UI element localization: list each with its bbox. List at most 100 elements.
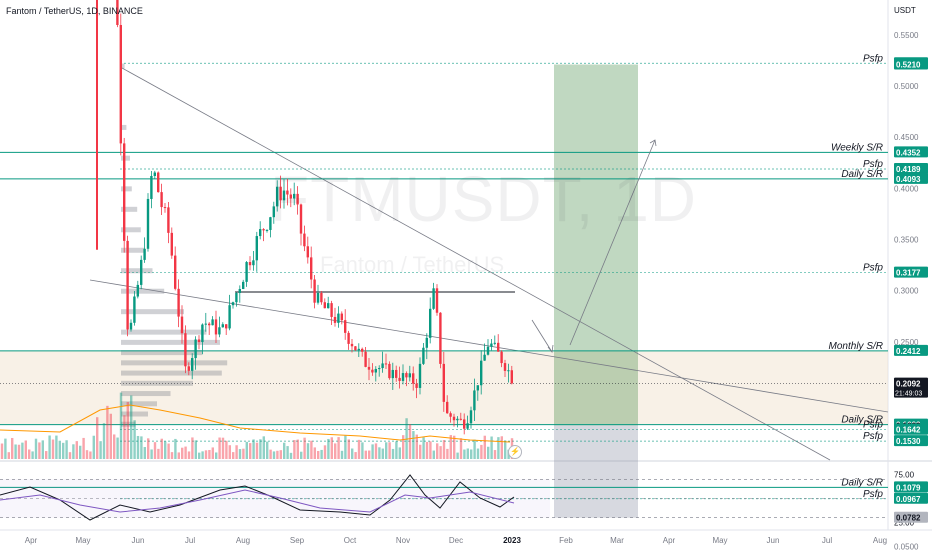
price-tick-label: 0.3000 [894, 287, 919, 296]
volume-bar [388, 442, 391, 459]
volume-profile-row [121, 186, 132, 192]
price-label-box [894, 492, 928, 504]
volume-bar [221, 437, 225, 459]
candle-body [371, 369, 374, 373]
candle-body [170, 232, 173, 256]
volume-bar [497, 437, 500, 459]
candle-body [412, 373, 415, 384]
candle-body [163, 207, 167, 209]
volume-bar [45, 451, 48, 459]
volume-bar [96, 417, 99, 459]
volume-bar [296, 439, 299, 459]
volume-bar [449, 435, 452, 459]
volume-bar [272, 451, 276, 459]
candle-body [289, 194, 292, 199]
volume-profile-row [121, 206, 138, 212]
watermark-name: Fantom / TetherUS [320, 252, 505, 277]
candle-body [337, 313, 340, 323]
volume-profile-row [121, 227, 141, 233]
volume-bar [153, 442, 157, 459]
volume-bar [211, 447, 214, 459]
rsi-line [0, 474, 515, 521]
volume-bar [306, 443, 310, 459]
candle-body [225, 324, 228, 329]
candle-body [350, 343, 354, 347]
volume-bar [429, 441, 432, 459]
volume-profile-row [121, 401, 157, 407]
candle-body [388, 363, 391, 379]
level-annotation: Psfp [863, 53, 883, 64]
candle-body [129, 322, 133, 330]
candle-body [456, 418, 459, 421]
volume-bar [106, 405, 109, 459]
price-label-box [894, 163, 928, 175]
candle-body [235, 293, 238, 303]
rsi-tick-label: 75.00 [894, 471, 915, 480]
volume-bar [65, 440, 68, 459]
volume-profile-row [121, 124, 127, 130]
volume-bar [487, 446, 490, 459]
volume-bar [38, 442, 41, 459]
candle-body [503, 363, 507, 371]
price-tick-label: 0.0500 [894, 543, 919, 550]
wedge-upper-trendline [121, 67, 831, 461]
candle-body [197, 339, 201, 343]
volume-bar [157, 448, 160, 459]
volume-bar [419, 444, 422, 459]
candle-body [180, 316, 184, 334]
volume-bar [286, 446, 289, 459]
chart-title: Fantom / TetherUS, 1D, BINANCE [6, 6, 143, 16]
price-label-text: 0.4093 [896, 175, 921, 184]
candle-body [187, 366, 190, 371]
candle-body [282, 190, 286, 201]
candle-body [408, 373, 411, 378]
volume-bar [99, 441, 102, 459]
volume-bar [415, 434, 418, 459]
price-label-box [894, 266, 928, 278]
time-axis-label: Jun [132, 536, 145, 545]
volume-bar [119, 392, 123, 459]
candle-body [269, 217, 272, 230]
volume-bar [303, 437, 306, 459]
volume-bars-group [0, 392, 514, 459]
candle-body [140, 259, 143, 285]
volume-bar [408, 424, 412, 459]
volume-bar [21, 442, 24, 459]
candle-body [442, 363, 445, 402]
volume-bar [442, 440, 446, 459]
candle-body [276, 186, 279, 207]
volume-bar [68, 452, 72, 459]
volume-bar [412, 431, 415, 459]
volume-bar [381, 448, 384, 459]
volume-bar [184, 446, 187, 459]
volume-bar [17, 444, 21, 459]
time-axis-label: Aug [236, 536, 250, 545]
candle-body [262, 229, 265, 231]
volume-bar [395, 441, 398, 459]
volume-bar [337, 437, 340, 459]
price-label-box [894, 172, 928, 184]
time-axis-label: Jun [767, 536, 780, 545]
candle-body [286, 190, 289, 195]
volume-bar [235, 445, 238, 459]
volume-bar [340, 450, 344, 459]
candle-body [310, 257, 313, 280]
watermark-symbol: FTMUSDT, 1D [270, 163, 697, 235]
volume-bar [225, 440, 228, 459]
candle-body [446, 401, 449, 414]
price-label-box [894, 481, 928, 493]
price-label-box [894, 377, 928, 398]
lightning-icon[interactable]: ⚡ [508, 445, 522, 459]
candle-body [327, 303, 330, 309]
volume-bar [368, 450, 371, 459]
volume-bar [4, 438, 7, 459]
candle-body [245, 262, 248, 282]
volume-bar [283, 442, 286, 459]
candle-body [490, 343, 493, 347]
volume-bar [62, 442, 65, 459]
candle-body [119, 25, 122, 144]
volume-bar [374, 443, 378, 459]
price-label-text: 0.0782 [896, 514, 921, 523]
